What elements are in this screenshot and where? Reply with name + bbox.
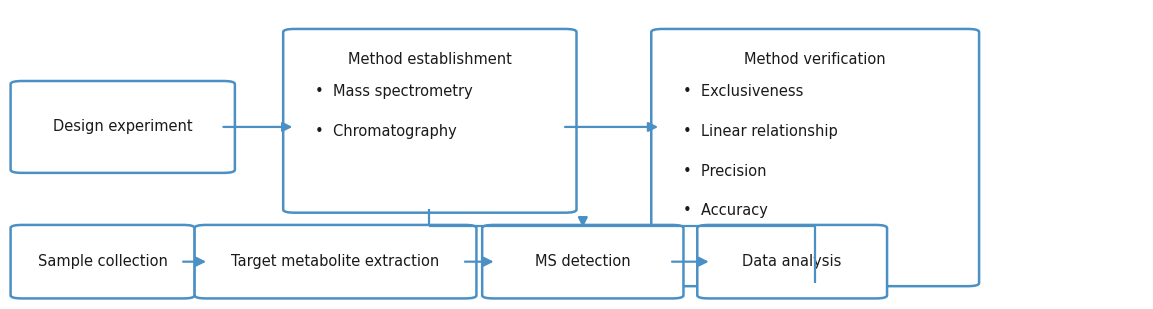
Text: •  Exclusiveness: • Exclusiveness: [684, 84, 804, 99]
Text: Design experiment: Design experiment: [53, 120, 193, 134]
Text: •  Precision: • Precision: [684, 164, 767, 179]
FancyBboxPatch shape: [10, 81, 235, 173]
Text: Target metabolite extraction: Target metabolite extraction: [232, 254, 439, 269]
FancyBboxPatch shape: [698, 225, 887, 298]
FancyBboxPatch shape: [195, 225, 476, 298]
Text: Sample collection: Sample collection: [38, 254, 167, 269]
Text: Method establishment: Method establishment: [348, 52, 512, 67]
FancyBboxPatch shape: [284, 29, 576, 213]
FancyBboxPatch shape: [482, 225, 684, 298]
Text: •  Mass spectrometry: • Mass spectrometry: [316, 84, 473, 99]
Text: •  Chromatography: • Chromatography: [316, 124, 457, 139]
FancyBboxPatch shape: [651, 29, 979, 286]
Text: Data analysis: Data analysis: [743, 254, 842, 269]
Text: •  Accuracy: • Accuracy: [684, 204, 768, 218]
Text: •  Linear relationship: • Linear relationship: [684, 124, 838, 139]
FancyBboxPatch shape: [10, 225, 195, 298]
Text: Method verification: Method verification: [745, 52, 886, 67]
Text: MS detection: MS detection: [535, 254, 631, 269]
